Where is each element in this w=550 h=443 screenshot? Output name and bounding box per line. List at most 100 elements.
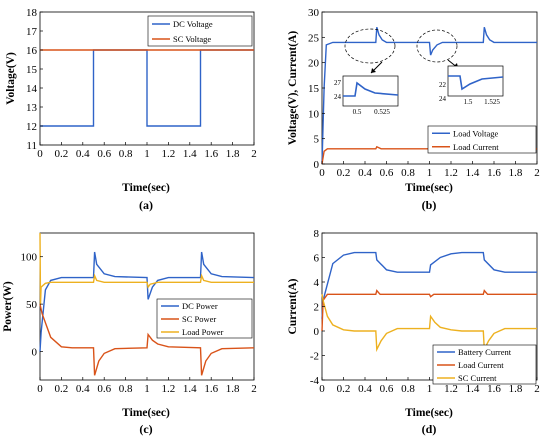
- y-tick-label: 15: [308, 83, 320, 95]
- y-axis-label: Voltage(V), Current(A): [287, 31, 299, 146]
- chart-panel: 0 0.2 0.4 0.6 0.8 1 1.2 1.4 1.6 1.8 2 -4 -2 0 2 4 6 8 Time…: [287, 228, 540, 436]
- y-axis-label: Voltage(V): [5, 52, 17, 105]
- chart-panel: 0 0.2 0.4 0.6 0.8 1 1.2 1.4 1.6 1.8 2 0 50 100 Time(se…: [2, 232, 257, 436]
- x-axis-label: Time(sec): [122, 407, 170, 419]
- x-tick-label: 0.4: [358, 167, 372, 179]
- x-tick-label: 1: [144, 383, 150, 395]
- chart-panel: 0 0.2 0.4 0.6 0.8 1 1.2 1.4 1.6 1.8 2051015202530T…: [287, 7, 540, 212]
- x-tick-label: 1.2: [162, 383, 176, 395]
- y-tick-label: 30: [308, 7, 320, 19]
- x-tick-label: 1: [427, 383, 433, 395]
- legend: Battery Current Load Current SC Current: [432, 344, 537, 385]
- legend-label: Load Power: [182, 327, 223, 337]
- legend-box: [427, 125, 537, 154]
- inset-x-tick-label: 1.525: [484, 98, 500, 106]
- chart-panel: 0 0.2 0.4 0.6 0.8 1 1.2 1.4 1.6 1.8 2 11 12 13 14 15 16 1…: [5, 7, 257, 212]
- x-tick-label: 0.2: [337, 167, 351, 179]
- y-tick-label: 17: [26, 26, 38, 38]
- zoom-inset: 0.5 0.525 24 27: [334, 75, 399, 116]
- y-axis-label: Current(A): [287, 278, 299, 334]
- series-line: [39, 303, 255, 376]
- inset-trace: [448, 75, 504, 91]
- x-tick-label: 1.4: [183, 383, 197, 395]
- x-tick-label: 2: [251, 148, 257, 160]
- x-tick-label: 0: [319, 167, 325, 179]
- x-tick-label: 1.4: [183, 148, 197, 160]
- series-line: [321, 289, 537, 332]
- y-tick-label: 0: [314, 326, 320, 338]
- x-tick-label: 0.6: [380, 167, 394, 179]
- x-tick-label: 0.8: [119, 148, 133, 160]
- x-tick-label: 1.2: [162, 148, 176, 160]
- y-axis-label: Power(W): [2, 281, 14, 332]
- legend-label: Load Voltage: [453, 128, 498, 138]
- y-tick-label: 10: [308, 108, 320, 120]
- x-tick-label: 0: [37, 383, 43, 395]
- x-tick-label: 2: [534, 167, 540, 179]
- y-tick-label: 14: [26, 83, 38, 95]
- series-line: [321, 27, 537, 165]
- inset-x-tick-label: 0.5: [353, 108, 362, 116]
- zoom-callout: [344, 28, 396, 64]
- x-tick-label: 1.6: [204, 383, 218, 395]
- y-tick-label: 100: [21, 252, 38, 264]
- x-tick-label: 0.2: [55, 383, 69, 395]
- panel-caption: (d): [422, 422, 437, 436]
- x-tick-label: 0.4: [76, 383, 90, 395]
- x-tick-label: 2: [251, 383, 257, 395]
- x-tick-label: 1.6: [487, 167, 501, 179]
- panel-caption: (b): [422, 198, 437, 212]
- x-tick-label: 0: [37, 148, 43, 160]
- inset-y-tick-label: 24: [439, 95, 447, 103]
- y-tick-label: 16: [26, 45, 38, 57]
- y-tick-label: 2: [314, 302, 320, 314]
- legend-label: SC Current: [458, 373, 497, 383]
- x-tick-label: 0.2: [337, 383, 351, 395]
- legend-label: DC Power: [182, 301, 218, 311]
- y-tick-label: 15: [26, 64, 38, 76]
- x-tick-label: 1.4: [466, 383, 480, 395]
- series-line: [40, 49, 254, 127]
- legend-label: SC Power: [182, 314, 216, 324]
- x-tick-label: 0.6: [97, 383, 111, 395]
- x-tick-label: 0: [319, 383, 325, 395]
- inset-y-tick-label: 27: [334, 79, 342, 87]
- legend-label: Battery Current: [458, 347, 512, 357]
- zoom-inset: 1.5 1.525 22 24: [439, 65, 504, 106]
- x-tick-label: 1.4: [466, 167, 480, 179]
- y-tick-label: 4: [314, 277, 320, 289]
- x-tick-label: 0.6: [380, 383, 394, 395]
- legend: DC Power SC Power Load Power: [156, 298, 253, 339]
- inset-x-tick-label: 0.525: [374, 108, 390, 116]
- x-axis-label: Time(sec): [405, 407, 453, 419]
- series-line: [321, 251, 537, 319]
- x-tick-label: 1.6: [487, 383, 501, 395]
- x-tick-label: 2: [534, 383, 540, 395]
- x-tick-label: 0.2: [55, 148, 69, 160]
- legend-label: Load Current: [458, 360, 504, 370]
- inset-y-tick-label: 22: [439, 81, 447, 89]
- inset-y-tick-label: 24: [334, 93, 342, 101]
- inset-x-tick-label: 1.5: [464, 98, 473, 106]
- zoom-callout: [416, 29, 458, 63]
- legend: DC Voltage SC Voltage: [147, 15, 253, 47]
- y-tick-label: 20: [308, 58, 320, 70]
- x-axis-label: Time(sec): [405, 182, 453, 194]
- x-tick-label: 1: [427, 167, 433, 179]
- x-tick-label: 0.6: [97, 148, 111, 160]
- legend-box: [147, 15, 253, 47]
- panel-caption: (a): [139, 198, 153, 212]
- y-tick-label: 50: [26, 299, 38, 311]
- legend-label: DC Voltage: [173, 19, 213, 29]
- x-tick-label: 1.6: [204, 148, 218, 160]
- x-axis-label: Time(sec): [122, 182, 170, 194]
- y-tick-label: 0: [314, 159, 320, 171]
- legend-label: Load Current: [453, 142, 499, 152]
- panel-caption: (c): [139, 422, 152, 436]
- series-line: [39, 232, 254, 305]
- legend-label: SC Voltage: [173, 34, 211, 44]
- x-tick-label: 0.8: [401, 383, 415, 395]
- x-tick-label: 0.8: [119, 383, 133, 395]
- inset-trace: [343, 81, 399, 97]
